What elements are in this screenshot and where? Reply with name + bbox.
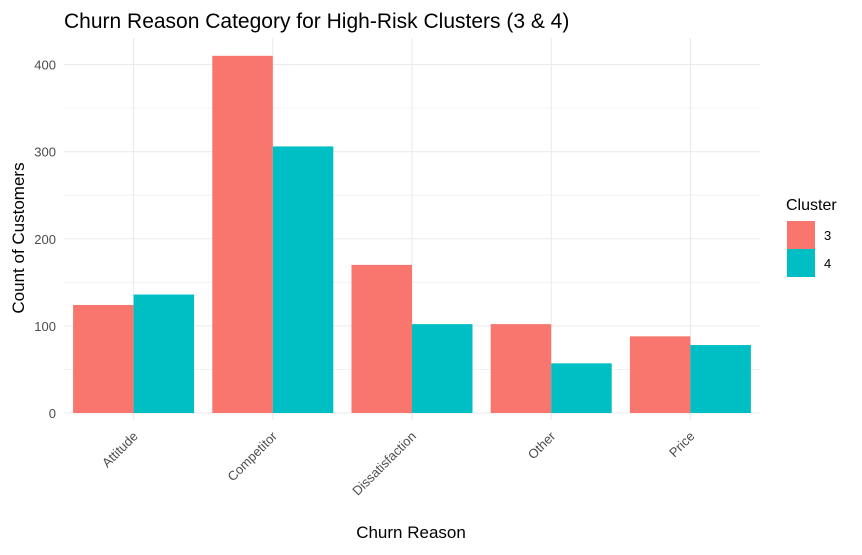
y-tick-label: 200 bbox=[34, 232, 56, 247]
y-tick-label: 400 bbox=[34, 58, 56, 73]
x-tick-label: Other bbox=[525, 428, 559, 462]
bar-price-cluster-4 bbox=[690, 345, 751, 413]
legend: Cluster 3 4 bbox=[786, 197, 837, 277]
x-tick-label: Price bbox=[666, 429, 698, 461]
legend-key-cluster-4 bbox=[787, 249, 815, 277]
x-tick-label: Attitude bbox=[99, 429, 141, 471]
bar-attitude-cluster-4 bbox=[133, 294, 195, 413]
bar-competitor-cluster-4 bbox=[272, 146, 334, 414]
bar-attitude-cluster-3 bbox=[73, 304, 134, 413]
bar-dissatisfaction-cluster-4 bbox=[412, 324, 473, 413]
x-axis-title: Churn Reason bbox=[356, 523, 466, 542]
bar-dissatisfaction-cluster-3 bbox=[351, 264, 412, 413]
bar-competitor-cluster-3 bbox=[212, 55, 273, 414]
legend-title: Cluster bbox=[786, 197, 837, 214]
bar-price-cluster-3 bbox=[629, 336, 691, 413]
y-axis-title: Count of Customers bbox=[9, 162, 28, 313]
legend-label-cluster-3: 3 bbox=[824, 228, 831, 243]
y-tick-label: 300 bbox=[34, 145, 56, 160]
y-tick-label: 100 bbox=[34, 319, 56, 334]
legend-label-cluster-4: 4 bbox=[824, 256, 831, 271]
chart-title: Churn Reason Category for High-Risk Clus… bbox=[64, 10, 569, 33]
legend-key-cluster-3 bbox=[787, 221, 815, 249]
x-tick-label: Competitor bbox=[224, 428, 280, 484]
bar-other-cluster-3 bbox=[490, 324, 552, 413]
bar-other-cluster-4 bbox=[551, 363, 612, 413]
x-tick-label: Dissatisfaction bbox=[349, 429, 419, 499]
y-tick-label: 0 bbox=[49, 406, 56, 421]
bars bbox=[73, 55, 751, 414]
